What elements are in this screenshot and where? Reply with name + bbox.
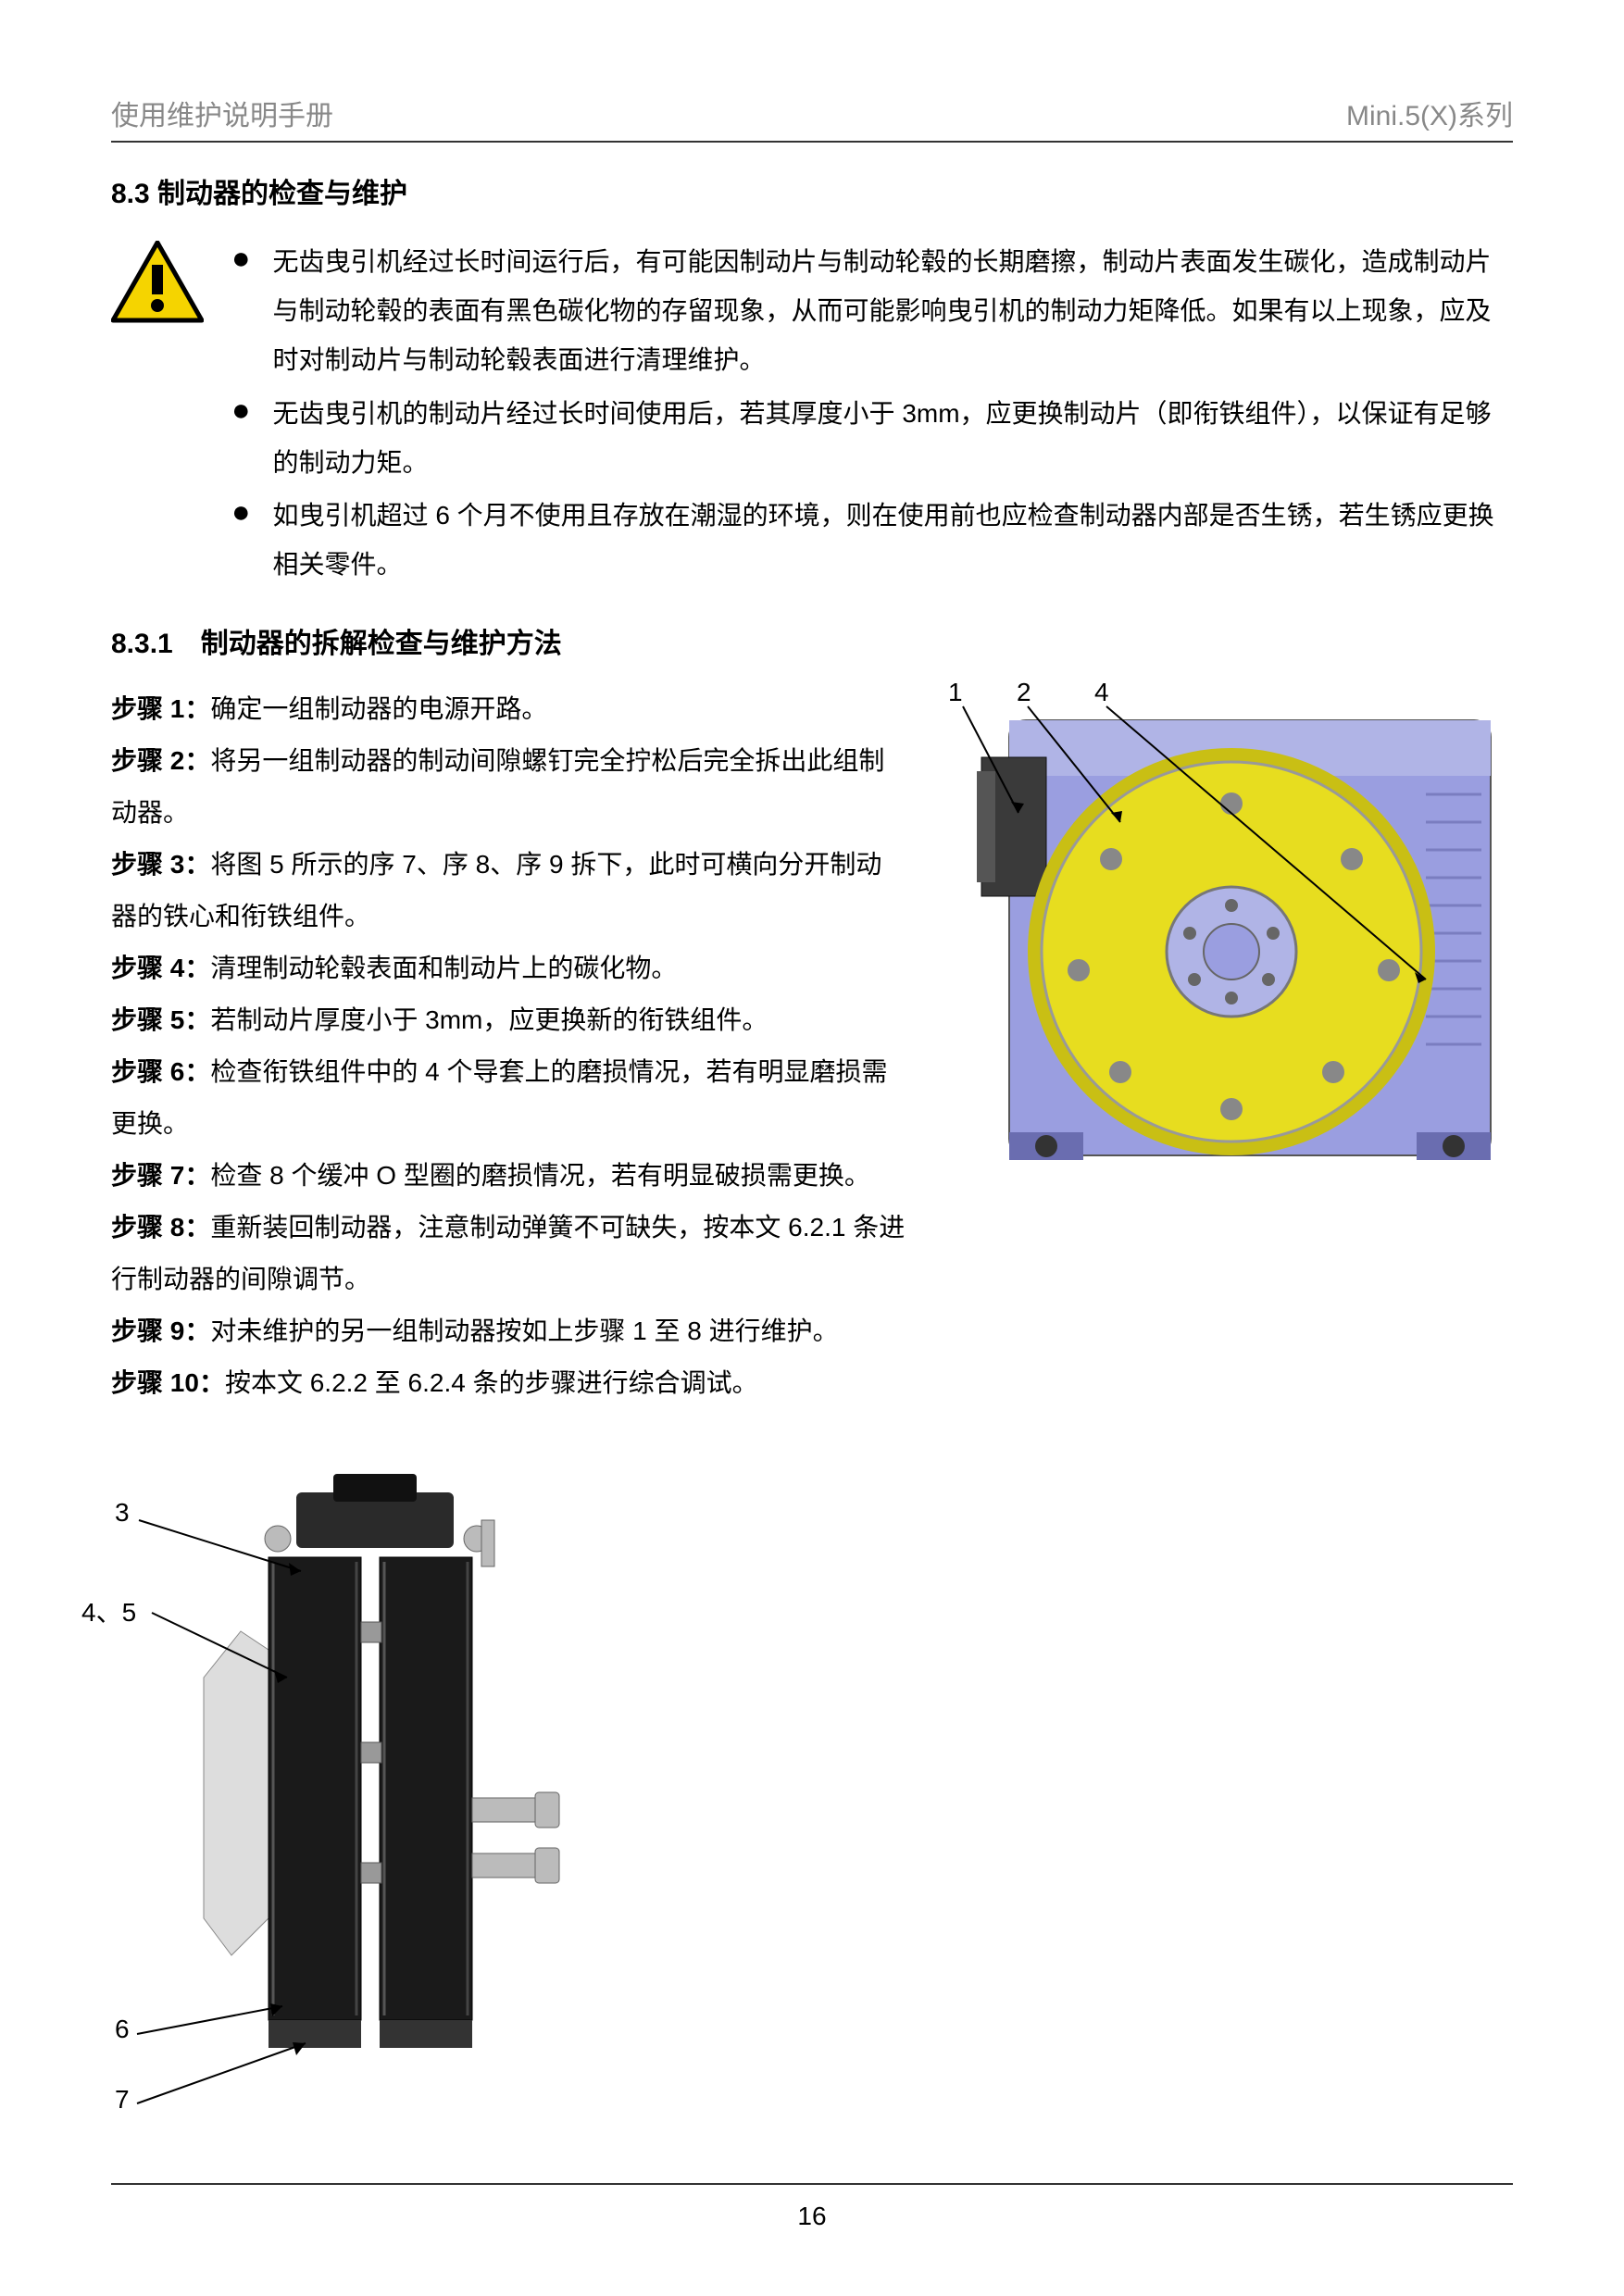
bullet-item: ● 无齿曳引机经过长时间运行后，有可能因制动片与制动轮毂的长期磨擦，制动片表面发… bbox=[231, 237, 1513, 385]
steps-column: 步骤 1：确定一组制动器的电源开路。 步骤 2：将另一组制动器的制动间隙螺钉完全… bbox=[111, 683, 907, 1305]
page-number: 16 bbox=[0, 2202, 1624, 2231]
page-header: 使用维护说明手册 Mini.5(X)系列 bbox=[111, 93, 1513, 143]
step-item: 步骤 1：确定一组制动器的电源开路。 bbox=[111, 683, 907, 735]
step-item: 步骤 9：对未维护的另一组制动器按如上步骤 1 至 8 进行维护。 bbox=[111, 1305, 1513, 1357]
step-label: 步骤 1： bbox=[111, 694, 210, 723]
step-text: 将图 5 所示的序 7、序 8、序 9 拆下，此时可横向分开制动器的铁心和衔铁组… bbox=[111, 850, 881, 930]
bullet-item: ● 无齿曳引机的制动片经过长时间使用后，若其厚度小于 3mm，应更换制动片（即衔… bbox=[231, 389, 1513, 487]
step-item: 步骤 4：清理制动轮毂表面和制动片上的碳化物。 bbox=[111, 942, 907, 994]
step-label: 步骤 9： bbox=[111, 1316, 210, 1345]
brake-assembly-illustration bbox=[111, 1437, 630, 2122]
step-text: 重新装回制动器，注意制动弹簧不可缺失，按本文 6.2.1 条进行制动器的间隙调节… bbox=[111, 1213, 905, 1293]
bullet-list: ● 无齿曳引机经过长时间运行后，有可能因制动片与制动轮毂的长期磨擦，制动片表面发… bbox=[231, 237, 1513, 593]
step-label: 步骤 8： bbox=[111, 1213, 210, 1242]
step-label: 步骤 3： bbox=[111, 850, 210, 879]
step-text: 将另一组制动器的制动间隙螺钉完全拧松后完全拆出此组制动器。 bbox=[111, 746, 884, 827]
step-text: 对未维护的另一组制动器按如上步骤 1 至 8 进行维护。 bbox=[210, 1316, 838, 1345]
header-left: 使用维护说明手册 bbox=[111, 93, 333, 133]
bullet-text: 无齿曳引机的制动片经过长时间使用后，若其厚度小于 3mm，应更换制动片（即衔铁组… bbox=[273, 389, 1513, 487]
step-label: 步骤 7： bbox=[111, 1161, 210, 1190]
steps-full-width: 步骤 9：对未维护的另一组制动器按如上步骤 1 至 8 进行维护。 步骤 10：… bbox=[111, 1305, 1513, 1409]
header-right: Mini.5(X)系列 bbox=[1346, 93, 1513, 133]
step-item: 步骤 5：若制动片厚度小于 3mm，应更换新的衔铁组件。 bbox=[111, 994, 907, 1046]
step-text: 检查衔铁组件中的 4 个导套上的磨损情况，若有明显磨损需更换。 bbox=[111, 1057, 888, 1138]
step-text: 按本文 6.2.2 至 6.2.4 条的步骤进行综合调试。 bbox=[225, 1368, 758, 1397]
step-label: 步骤 5： bbox=[111, 1005, 210, 1034]
figure1-label-2: 2 bbox=[1017, 678, 1031, 707]
step-text: 清理制动轮毂表面和制动片上的碳化物。 bbox=[210, 954, 677, 982]
warning-icon bbox=[111, 241, 204, 324]
step-label: 步骤 6： bbox=[111, 1057, 210, 1086]
subsection-title: 8.3.1 制动器的拆解检查与维护方法 bbox=[111, 620, 1513, 661]
figure2-label-6: 6 bbox=[115, 2015, 130, 2044]
bullet-text: 如曳引机超过 6 个月不使用且存放在潮湿的环境，则在使用前也应检查制动器内部是否… bbox=[273, 491, 1513, 589]
step-item: 步骤 10：按本文 6.2.2 至 6.2.4 条的步骤进行综合调试。 bbox=[111, 1357, 1513, 1409]
step-item: 步骤 6：检查衔铁组件中的 4 个导套上的磨损情况，若有明显磨损需更换。 bbox=[111, 1046, 907, 1150]
step-item: 步骤 8：重新装回制动器，注意制动弹簧不可缺失，按本文 6.2.1 条进行制动器… bbox=[111, 1202, 907, 1305]
footer-rule bbox=[111, 2183, 1513, 2185]
figure1-label-4: 4 bbox=[1094, 678, 1109, 707]
bullet-text: 无齿曳引机经过长时间运行后，有可能因制动片与制动轮毂的长期磨擦，制动片表面发生碳… bbox=[273, 237, 1513, 385]
step-text: 若制动片厚度小于 3mm，应更换新的衔铁组件。 bbox=[210, 1005, 768, 1034]
figure-1-column: 1 2 4 bbox=[926, 683, 1518, 1305]
traction-machine-illustration bbox=[926, 683, 1518, 1192]
step-item: 步骤 2：将另一组制动器的制动间隙螺钉完全拧松后完全拆出此组制动器。 bbox=[111, 735, 907, 839]
section-title: 8.3 制动器的检查与维护 bbox=[111, 170, 1513, 211]
step-text: 检查 8 个缓冲 O 型圈的磨损情况，若有明显破损需更换。 bbox=[210, 1161, 869, 1190]
figure1-label-1: 1 bbox=[948, 678, 963, 707]
figure2-label-45: 4、5 bbox=[81, 1592, 136, 1629]
step-label: 步骤 10： bbox=[111, 1368, 225, 1397]
figure-1: 1 2 4 bbox=[926, 683, 1518, 1192]
bullet-dot-icon: ● bbox=[231, 389, 251, 487]
step-item: 步骤 3：将图 5 所示的序 7、序 8、序 9 拆下，此时可横向分开制动器的铁… bbox=[111, 839, 907, 942]
content-row: 步骤 1：确定一组制动器的电源开路。 步骤 2：将另一组制动器的制动间隙螺钉完全… bbox=[111, 683, 1513, 1305]
figure2-label-3: 3 bbox=[115, 1498, 130, 1528]
step-label: 步骤 4： bbox=[111, 954, 210, 982]
step-item: 步骤 7：检查 8 个缓冲 O 型圈的磨损情况，若有明显破损需更换。 bbox=[111, 1150, 907, 1202]
bullet-dot-icon: ● bbox=[231, 491, 251, 589]
bullet-item: ● 如曳引机超过 6 个月不使用且存放在潮湿的环境，则在使用前也应检查制动器内部… bbox=[231, 491, 1513, 589]
warning-block: ● 无齿曳引机经过长时间运行后，有可能因制动片与制动轮毂的长期磨擦，制动片表面发… bbox=[111, 237, 1513, 593]
step-text: 确定一组制动器的电源开路。 bbox=[210, 694, 547, 723]
bullet-dot-icon: ● bbox=[231, 237, 251, 385]
step-label: 步骤 2： bbox=[111, 746, 210, 775]
figure2-label-7: 7 bbox=[115, 2085, 130, 2115]
figure-2: 3 4、5 6 7 bbox=[111, 1437, 630, 2122]
